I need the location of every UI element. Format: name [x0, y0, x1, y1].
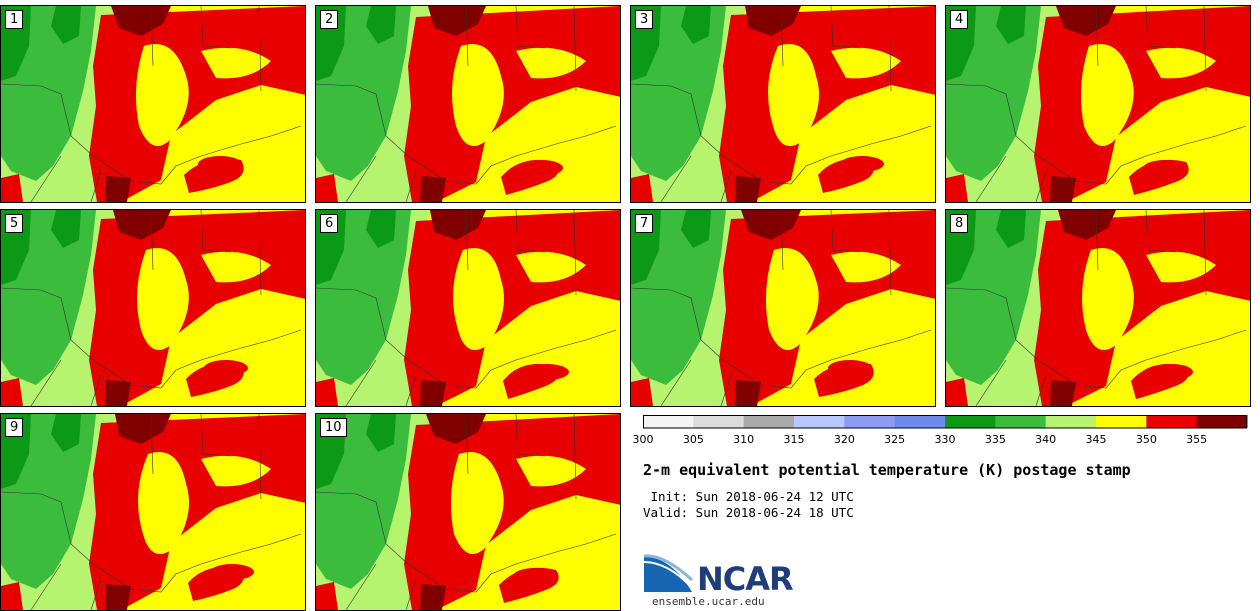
colorbar-swatch	[945, 415, 996, 428]
ncar-logo-icon	[643, 554, 694, 592]
postage-stamp-panel: 4	[945, 5, 1251, 203]
postage-stamp-panel: 3	[630, 5, 936, 203]
colorbar-swatch	[1045, 415, 1097, 428]
member-number-label: 3	[635, 10, 654, 29]
colorbar-tick-label: 335	[984, 433, 1006, 446]
member-map	[631, 210, 935, 406]
postage-stamp-panel: 9	[0, 413, 306, 611]
postage-stamp-panel: 6	[315, 209, 621, 407]
postage-stamp-panel: 1	[0, 5, 306, 203]
colorbar-swatch	[894, 415, 946, 428]
member-number-label: 9	[5, 418, 24, 437]
member-number-label: 5	[5, 214, 24, 233]
postage-stamp-panel: 2	[315, 5, 621, 203]
colorbar-tick-label: 300	[632, 433, 654, 446]
colorbar-tick-label: 355	[1186, 433, 1208, 446]
member-map	[946, 210, 1250, 406]
colorbar-border	[643, 415, 1247, 429]
member-map	[631, 6, 935, 202]
member-map	[316, 210, 620, 406]
colorbar-tick-label: 310	[733, 433, 755, 446]
member-map	[946, 6, 1250, 202]
colorbar-swatch	[743, 415, 795, 428]
colorbar-tick-label: 320	[833, 433, 855, 446]
member-number-label: 4	[950, 10, 969, 29]
postage-stamp-panel: 10	[315, 413, 621, 611]
ncar-logo-text: NCAR	[697, 560, 794, 598]
colorbar	[643, 415, 1248, 429]
site-url: ensemble.ucar.edu	[652, 595, 765, 608]
colorbar-swatch	[1146, 415, 1198, 428]
colorbar-swatch	[1096, 415, 1147, 428]
postage-stamp-panel: 5	[0, 209, 306, 407]
colorbar-tick-label: 315	[783, 433, 805, 446]
colorbar-tick-label: 345	[1085, 433, 1107, 446]
plot-title: 2-m equivalent potential temperature (K)…	[643, 461, 1131, 479]
member-map	[316, 414, 620, 610]
colorbar-tick-label: 330	[934, 433, 956, 446]
colorbar-swatch	[995, 415, 1047, 428]
init-time: Init: Sun 2018-06-24 12 UTC	[643, 489, 854, 504]
member-number-label: 1	[5, 10, 24, 29]
postage-stamp-panel: 8	[945, 209, 1251, 407]
colorbar-swatch	[643, 415, 694, 428]
member-map	[1, 210, 305, 406]
member-map	[1, 414, 305, 610]
colorbar-swatch	[693, 415, 745, 428]
colorbar-tick-label: 325	[884, 433, 906, 446]
member-map	[316, 6, 620, 202]
colorbar-tick-label: 305	[682, 433, 704, 446]
postage-stamp-panel: 7	[630, 209, 936, 407]
colorbar-swatch	[794, 415, 845, 428]
member-number-label: 8	[950, 214, 969, 233]
member-number-label: 7	[635, 214, 654, 233]
member-map	[1, 6, 305, 202]
colorbar-tick-label: 340	[1035, 433, 1057, 446]
member-number-label: 10	[320, 418, 347, 437]
colorbar-tick-labels: 300 305 310 315 320 325 330 335 340 345 350 355	[633, 433, 1247, 449]
colorbar-tick-label: 350	[1135, 433, 1157, 446]
member-number-label: 2	[320, 10, 339, 29]
member-number-label: 6	[320, 214, 339, 233]
valid-time: Valid: Sun 2018-06-24 18 UTC	[643, 505, 854, 520]
colorbar-swatch	[844, 415, 896, 428]
colorbar-swatch	[1196, 415, 1248, 428]
